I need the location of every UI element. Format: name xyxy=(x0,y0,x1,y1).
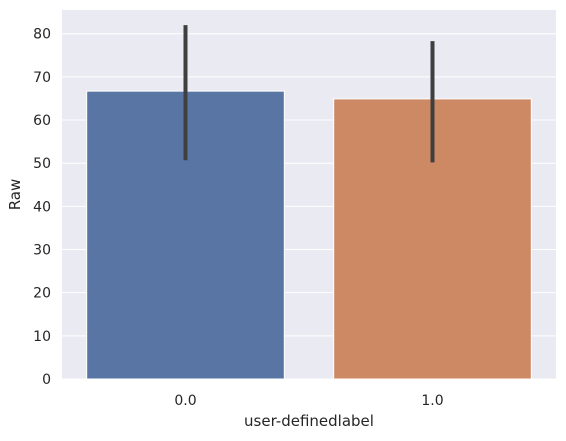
y-tick-label: 20 xyxy=(33,286,51,302)
error-bars xyxy=(183,25,435,163)
y-tick-label: 50 xyxy=(33,156,51,172)
x-tick-label: 0.0 xyxy=(174,393,196,409)
x-axis-ticks: 0.0 1.0 xyxy=(174,393,443,409)
y-tick-label: 10 xyxy=(33,329,51,345)
y-tick-label: 40 xyxy=(33,199,51,215)
y-tick-label: 0 xyxy=(42,372,51,388)
y-tick-label: 70 xyxy=(33,70,51,86)
x-axis-label: user-definedlabel xyxy=(244,412,374,430)
y-tick-label: 80 xyxy=(33,27,51,43)
y-axis-ticks: 0 10 20 30 40 50 60 70 80 xyxy=(33,27,51,388)
y-axis-label: Raw xyxy=(6,179,24,211)
y-tick-label: 30 xyxy=(33,243,51,259)
x-tick-label: 1.0 xyxy=(421,393,443,409)
y-tick-label: 60 xyxy=(33,113,51,129)
